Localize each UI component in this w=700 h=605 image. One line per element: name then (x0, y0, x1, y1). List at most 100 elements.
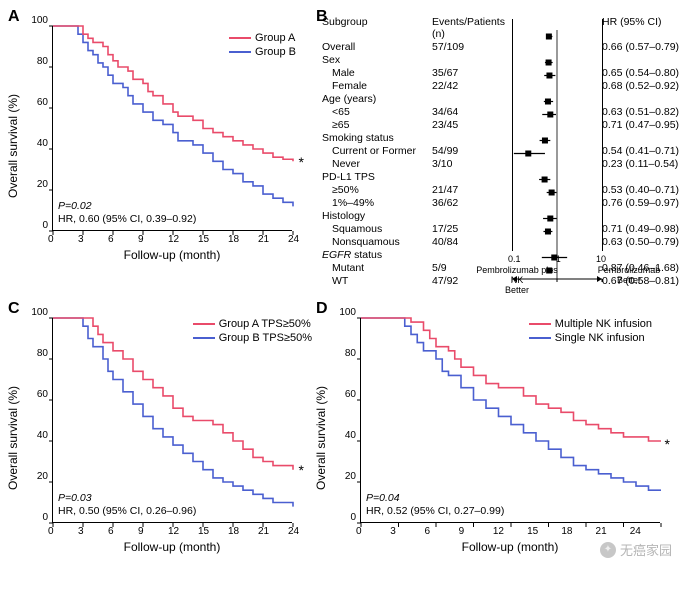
forest-events: 22/42 (432, 80, 512, 92)
forest-label: ≥50% (322, 184, 432, 196)
forest-marker (546, 34, 552, 40)
forest-events: 54/99 (432, 145, 512, 157)
watermark: ✦ 无癌家园 (600, 540, 672, 559)
ytick: 80 (30, 348, 48, 389)
legend-line (193, 337, 215, 339)
xtick: 21 (596, 526, 630, 537)
forest-xticks: 0.1 1 10 (508, 254, 606, 264)
forest-events: 57/109 (432, 41, 512, 53)
panel-d-stats: P=0.04 HR, 0.52 (95% CI, 0.27–0.99) (366, 492, 504, 518)
forest-h-hr: HR (95% CI) (602, 16, 692, 40)
legend-label: Group A (255, 32, 295, 44)
panel-d: D Overall survival (%) Multiple NK infus… (316, 300, 696, 580)
panel-d-star: * (665, 436, 670, 452)
ytick: 80 (30, 56, 48, 97)
ytick: 60 (30, 97, 48, 138)
ytick: 40 (338, 430, 356, 471)
panel-b: B Subgroup Events/Patients (n) HR (95% C… (316, 8, 696, 288)
forest-row: Histology (322, 209, 692, 222)
panel-d-xticks: 03691215182124 (354, 526, 664, 537)
legend-line (229, 37, 251, 39)
panel-a: A Overall survival (%) Group AGroup B * … (8, 8, 308, 288)
forest-plot-area (512, 30, 602, 250)
ytick: 100 (30, 15, 48, 56)
forest-label: Female (322, 80, 432, 92)
legend-line (529, 323, 551, 325)
panel-c-xticks: 03691215182124 (46, 526, 318, 537)
legend-item: Group A (229, 32, 296, 44)
forest-label: 1%–49% (322, 197, 432, 209)
xtick: 24 (630, 526, 664, 537)
forest-marker (542, 177, 548, 183)
xtick: 0 (48, 234, 78, 245)
forest-label: Age (years) (322, 93, 432, 105)
forest-xtick: 10 (596, 254, 606, 264)
xtick: 3 (78, 234, 108, 245)
legend-line (193, 323, 215, 325)
forest-row: Squamous17/250.71 (0.49–0.98) (322, 222, 692, 235)
forest-label: Overall (322, 41, 432, 53)
legend-line (229, 51, 251, 53)
forest-marker (546, 73, 552, 79)
forest-plot: Subgroup Events/Patients (n) HR (95% CI)… (322, 16, 692, 287)
legend-label: Group B (255, 46, 296, 58)
forest-row: Age (years) (322, 92, 692, 105)
xtick: 6 (424, 526, 458, 537)
ytick: 20 (338, 471, 356, 512)
forest-label: ≥65 (322, 119, 432, 131)
forest-hr-text: 0.54 (0.41–0.71) (602, 145, 692, 157)
panel-c-label: C (8, 300, 20, 318)
panel-a-star: * (299, 154, 304, 170)
forest-hr-text: 0.71 (0.49–0.98) (602, 223, 692, 235)
xtick: 0 (356, 526, 390, 537)
forest-hr-text: 0.76 (0.59–0.97) (602, 197, 692, 209)
forest-h-subgroup: Subgroup (322, 16, 432, 40)
xtick: 6 (108, 526, 138, 537)
legend-item: Group A TPS≥50% (193, 318, 312, 330)
panel-c-xlabel: Follow-up (month) (52, 540, 292, 554)
forest-hr-text: 0.63 (0.51–0.82) (602, 106, 692, 118)
forest-events: 35/67 (432, 67, 512, 79)
legend-label: Group A TPS≥50% (219, 318, 311, 330)
forest-marker (547, 112, 553, 118)
panel-d-ylabel: Overall survival (%) (314, 386, 328, 490)
forest-hr-text: 0.65 (0.54–0.80) (602, 67, 692, 79)
forest-label: Never (322, 158, 432, 170)
xtick: 12 (493, 526, 527, 537)
forest-header: Subgroup Events/Patients (n) HR (95% CI) (322, 16, 692, 40)
forest-marker (545, 229, 551, 235)
xtick: 15 (198, 526, 228, 537)
panel-a-stats: P=0.02 HR, 0.60 (95% CI, 0.39–0.92) (58, 200, 196, 226)
forest-hr-text: 0.23 (0.11–0.54) (602, 158, 692, 170)
forest-events: 36/62 (432, 197, 512, 209)
panel-c-yticks: 100806040200 (30, 312, 48, 558)
panel-a-hr: HR, 0.60 (95% CI, 0.39–0.92) (58, 213, 196, 225)
forest-label: <65 (322, 106, 432, 118)
ytick: 20 (30, 179, 48, 220)
forest-marker (546, 60, 552, 66)
forest-row: ≥50%21/470.53 (0.40–0.71) (322, 183, 692, 196)
forest-label: PD-L1 TPS (322, 171, 432, 183)
forest-row: Current or Former54/99 0.54 (0.41–0.71) (322, 144, 692, 157)
xtick: 0 (48, 526, 78, 537)
legend-label: Single NK infusion (555, 332, 645, 344)
forest-events: 23/45 (432, 119, 512, 131)
forest-events: 34/64 (432, 106, 512, 118)
ytick: 40 (30, 138, 48, 179)
ytick: 80 (338, 348, 356, 389)
legend-label: Group B TPS≥50% (219, 332, 312, 344)
forest-row: Sex (322, 53, 692, 66)
ytick: 60 (338, 389, 356, 430)
xtick: 12 (168, 526, 198, 537)
legend-line (529, 337, 551, 339)
panel-d-p: P=0.04 (366, 492, 400, 504)
panel-d-hr: HR, 0.52 (95% CI, 0.27–0.99) (366, 505, 504, 517)
forest-hr-text: 0.66 (0.57–0.79) (602, 41, 692, 53)
forest-left-label: Pembrolizumab plus NKBetter (472, 266, 562, 296)
forest-events: 17/25 (432, 223, 512, 235)
xtick: 21 (258, 526, 288, 537)
forest-hr-text: 0.53 (0.40–0.71) (602, 184, 692, 196)
forest-label: Current or Former (322, 145, 432, 157)
km-curve-groupB (53, 318, 293, 507)
forest-label: Mutant (322, 262, 432, 274)
